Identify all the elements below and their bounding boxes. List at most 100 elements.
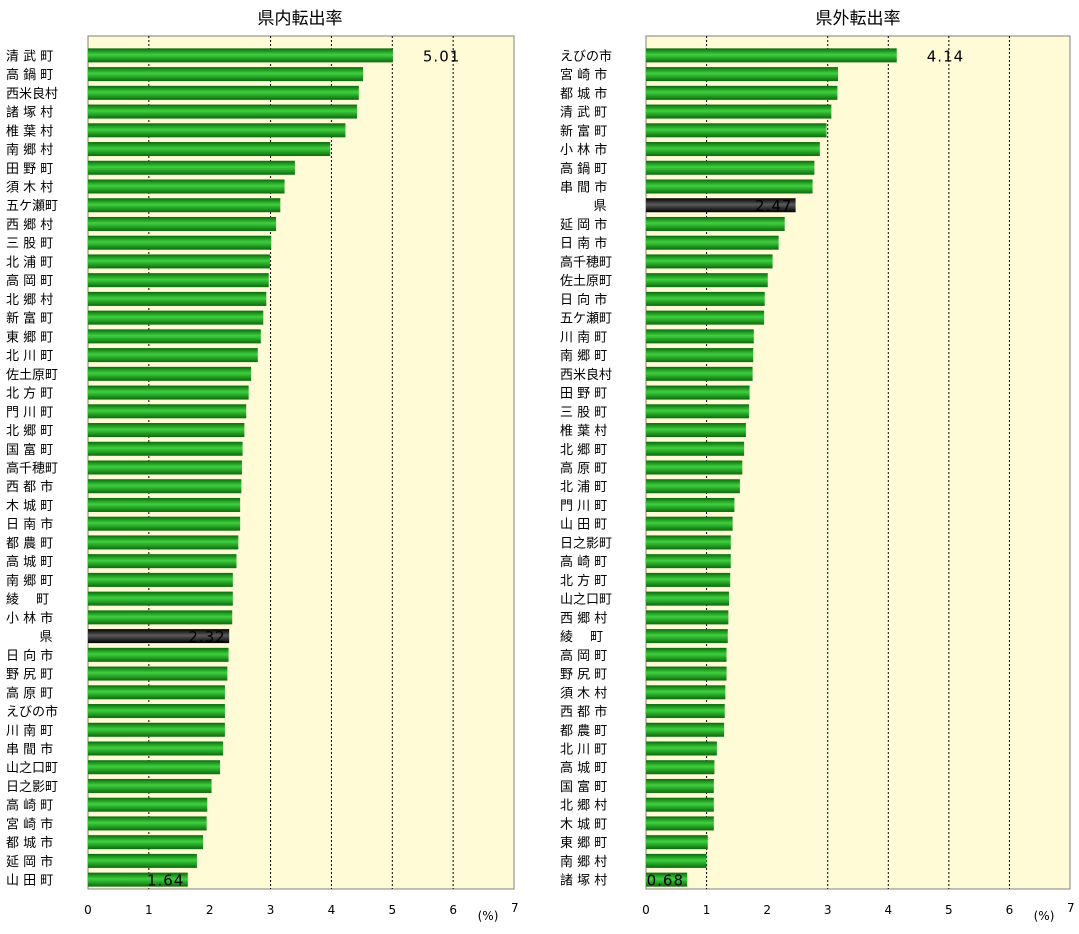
bar	[88, 704, 225, 719]
category-label: 五ケ瀬町	[560, 312, 612, 327]
bar	[646, 273, 768, 288]
bar	[646, 179, 813, 194]
category-label: 小 林 市	[560, 142, 607, 158]
category-label: 三 股 町	[6, 237, 53, 252]
category-label: 西米良村	[560, 367, 612, 383]
category-label: 山 田 町	[6, 874, 53, 889]
category-label: 門 川 町	[6, 405, 53, 420]
category-label: 高 城 町	[560, 760, 607, 776]
category-label: 県	[593, 199, 606, 214]
bar	[646, 254, 773, 269]
bar	[88, 760, 221, 775]
bar	[646, 853, 707, 868]
category-label: 高 鍋 町	[560, 161, 607, 177]
category-label: 北 方 町	[560, 573, 607, 589]
bar	[88, 85, 359, 100]
category-label: 北 郷 村	[560, 799, 607, 814]
category-label: 椎 葉 村	[6, 124, 53, 139]
category-label: 延 岡 市	[560, 217, 607, 233]
x-tick-label: 5	[945, 903, 953, 917]
bar	[88, 535, 239, 550]
bar	[88, 348, 258, 363]
x-tick-label: 5	[388, 903, 396, 917]
category-label: 佐土原町	[560, 274, 612, 289]
category-label: 日 向 市	[560, 292, 607, 308]
bar	[646, 497, 735, 512]
category-label: 串 間 市	[6, 742, 53, 758]
bar	[646, 629, 728, 644]
category-label: 延 岡 市	[6, 854, 53, 870]
bar	[646, 666, 727, 681]
category-label: 串 間 市	[560, 180, 607, 196]
bar	[88, 741, 224, 756]
category-label: 小 林 市	[6, 610, 53, 626]
bar	[646, 216, 785, 231]
chart-title: 県外転出率	[816, 9, 901, 29]
category-label: 五ケ瀬町	[6, 199, 58, 214]
category-label: 椎 葉 村	[560, 424, 607, 439]
bar	[88, 722, 225, 737]
bar	[88, 67, 364, 82]
category-label: 日之影町	[6, 780, 58, 795]
bar	[88, 554, 237, 569]
data-label: 0.68	[647, 872, 684, 890]
category-label: 佐土原町	[6, 368, 58, 383]
category-label: 北 郷 町	[560, 443, 607, 458]
category-label: 山之口町	[560, 593, 612, 608]
category-label: 南 郷 町	[560, 348, 607, 364]
bar	[88, 48, 393, 63]
bar	[646, 348, 754, 363]
x-tick-label: 1	[703, 903, 711, 917]
bar	[646, 516, 733, 531]
category-label: 県	[39, 630, 52, 645]
bar	[646, 460, 743, 475]
x-tick-label: 7	[1067, 901, 1075, 915]
bar	[88, 872, 188, 887]
bar	[646, 85, 838, 100]
chart-title: 県内転出率	[258, 9, 343, 29]
category-label: 高 崎 町	[6, 798, 53, 814]
bar	[88, 142, 331, 157]
x-tick-label: 4	[328, 903, 336, 917]
bar	[88, 853, 197, 868]
category-label: 南 郷 村	[6, 142, 53, 158]
category-label: 田 野 町	[560, 387, 607, 402]
bar	[88, 310, 264, 325]
category-label: 三 股 町	[560, 405, 607, 420]
category-label: えびの市	[6, 704, 58, 720]
category-label: 須 木 村	[6, 181, 53, 196]
category-label: 西 郷 村	[560, 611, 607, 626]
bar	[646, 441, 745, 456]
x-tick-label: 2	[206, 903, 214, 917]
category-label: 高 鍋 町	[6, 67, 53, 83]
bar	[88, 366, 252, 381]
category-label: 西 都 市	[560, 704, 607, 720]
category-label: 日之影町	[560, 536, 612, 551]
category-label: 川 南 町	[6, 723, 53, 739]
bar	[646, 104, 832, 119]
bar	[646, 366, 753, 381]
bar	[88, 497, 241, 512]
category-label: 日 南 市	[560, 236, 607, 252]
category-label: 国 富 町	[6, 442, 53, 458]
x-tick-label: 1	[145, 903, 153, 917]
bar	[646, 835, 708, 850]
category-label: 木 城 町	[6, 499, 53, 514]
bar	[88, 610, 233, 625]
bar	[646, 67, 839, 82]
data-label: 5.01	[423, 47, 460, 65]
bar	[646, 423, 746, 438]
bar	[646, 591, 729, 606]
category-label: 新 富 町	[6, 311, 53, 327]
data-label: 2.32	[188, 628, 225, 646]
category-label: 高千穂町	[6, 461, 58, 477]
bar	[88, 160, 295, 175]
bar	[646, 142, 820, 157]
bar	[646, 198, 796, 213]
bar	[88, 647, 229, 662]
category-label: 西米良村	[6, 86, 58, 102]
bar	[646, 235, 779, 250]
